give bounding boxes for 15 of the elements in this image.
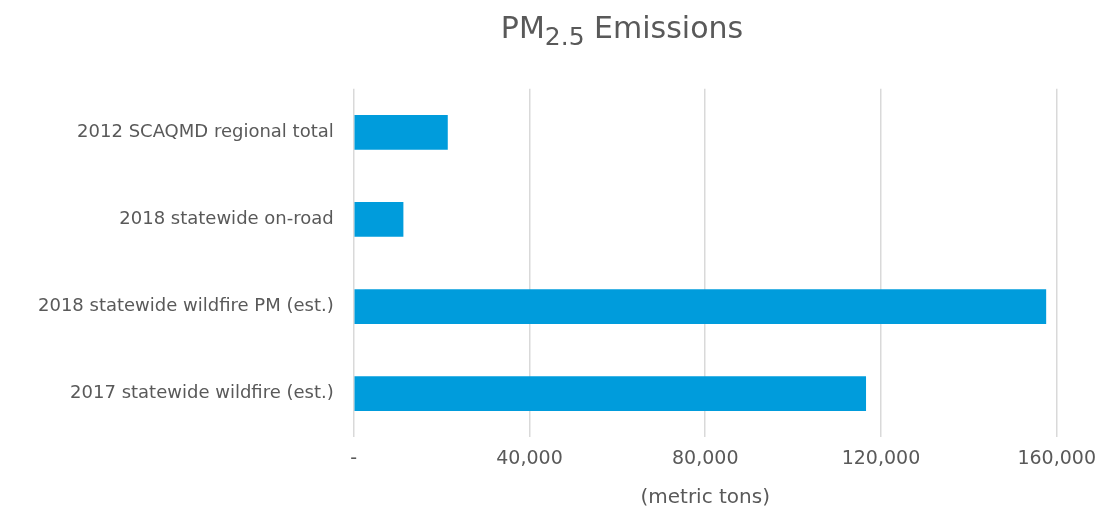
x-tick-label: 160,000	[1017, 445, 1096, 468]
x-axis-title: (metric tons)	[640, 484, 770, 509]
y-tick-label: 2017 statewide wildfire (est.)	[70, 381, 334, 403]
bar	[354, 202, 404, 237]
x-tick-label: 120,000	[841, 445, 921, 468]
y-tick-label: 2012 SCAQMD regional total	[77, 120, 334, 142]
bar	[354, 376, 867, 412]
chart-title: PM$_{2.5}$ Emissions	[499, 9, 745, 53]
x-tick-label: -	[350, 445, 358, 468]
y-tick-label: 2018 statewide wildfire PM (est.)	[37, 294, 334, 316]
bar	[354, 114, 448, 150]
x-tick-label: 80,000	[671, 445, 739, 468]
x-tick-label: 40,000	[496, 445, 563, 468]
y-tick-label: 2018 statewide on-road	[119, 207, 334, 229]
bar	[354, 289, 1047, 324]
